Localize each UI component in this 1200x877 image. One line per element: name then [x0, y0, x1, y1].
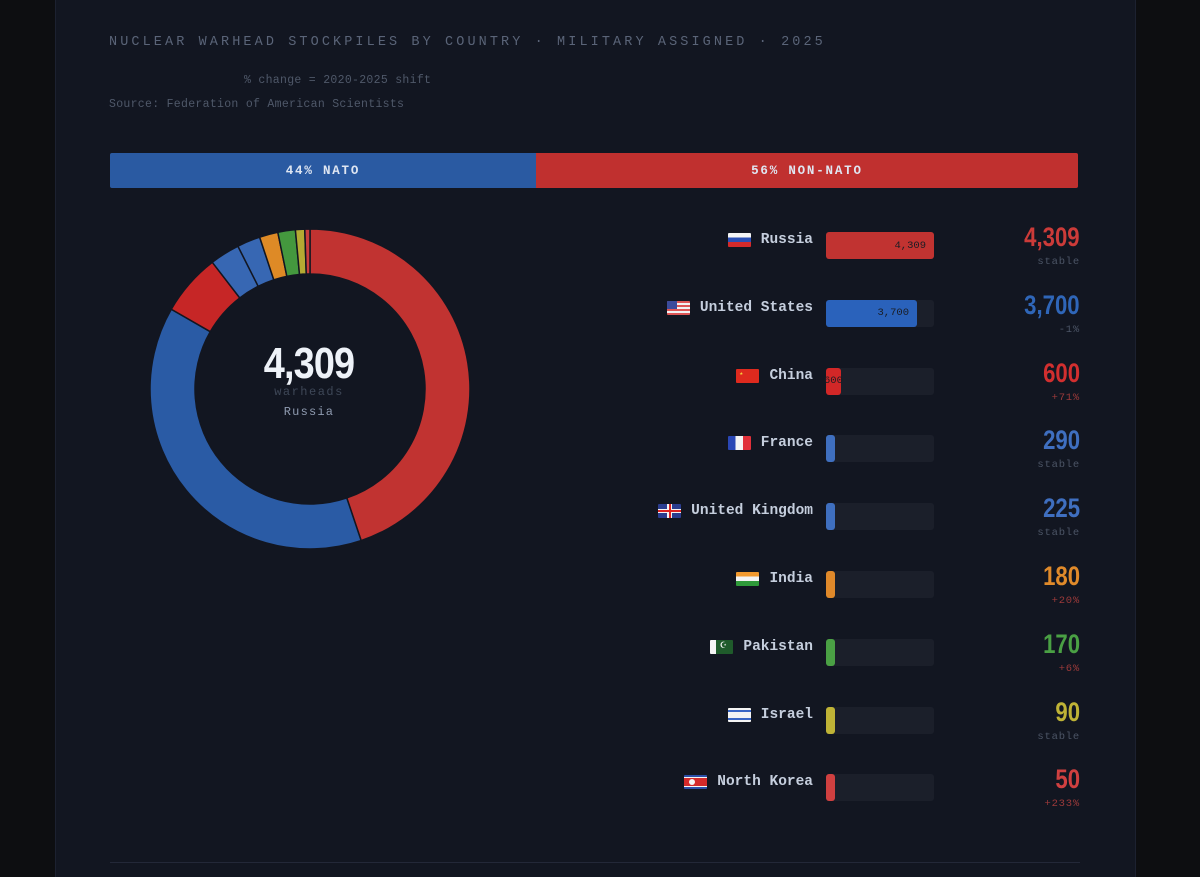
country-label: North Korea	[684, 774, 813, 790]
israel-flag-icon	[727, 707, 751, 722]
bar-track: 4,309	[826, 232, 934, 259]
bar-track: 600	[824, 367, 934, 395]
donut-country: Russia	[283, 405, 335, 419]
bar-fill[interactable]	[826, 774, 835, 802]
country-label: United Kingdom	[658, 503, 813, 519]
chart-title: NUCLEAR WARHEAD STOCKPILES BY COUNTRY · …	[109, 35, 826, 50]
country-row-china[interactable]: ★ China 600 600 +71%	[620, 358, 1080, 426]
country-label: ★ China	[736, 368, 813, 384]
bar-fill[interactable]: 600	[824, 367, 843, 395]
country-row-united-kingdom[interactable]: United Kingdom 225 stable	[620, 493, 1080, 561]
bar-label: 600	[824, 375, 843, 388]
change-label: -1%	[1058, 323, 1080, 336]
warhead-count: 180	[1043, 560, 1080, 591]
bar-track	[826, 570, 934, 598]
warhead-count: 225	[1043, 493, 1080, 524]
country-row-israel[interactable]: Israel 90 stable	[620, 697, 1080, 765]
donut-slice-united-states[interactable]	[149, 308, 363, 549]
country-row-united-states[interactable]: United States 3,700 3,700 -1%	[620, 290, 1080, 358]
country-label: India	[736, 571, 813, 587]
nato-split-bar: 44% NATO 56% NON-NATO	[110, 153, 1078, 188]
country-label: France	[727, 435, 813, 452]
country-name: Pakistan	[743, 638, 813, 655]
country-row-russia[interactable]: Russia 4,309 4,309 stable	[620, 222, 1080, 290]
country-name: China	[769, 367, 813, 384]
bar-fill[interactable]: 4,309	[826, 232, 934, 259]
country-bar-list: Russia 4,309 4,309 stable United States …	[620, 222, 1080, 832]
country-row-pakistan[interactable]: ☪ Pakistan 170 +6%	[620, 629, 1080, 697]
bar-fill[interactable]	[826, 435, 835, 463]
country-row-france[interactable]: France 290 stable	[620, 425, 1080, 493]
change-label: stable	[1037, 527, 1080, 540]
warhead-count: 90	[1055, 696, 1080, 727]
bar-label: 4,309	[894, 239, 926, 252]
change-label: +20%	[1051, 594, 1080, 607]
uk-flag-icon	[658, 504, 682, 519]
change-note: % change = 2020-2025 shift	[244, 74, 432, 87]
country-name: North Korea	[717, 774, 813, 791]
change-label: stable	[1037, 256, 1080, 268]
france-flag-icon	[727, 436, 751, 451]
donut-slice-russia[interactable]	[309, 229, 471, 542]
donut-slice-north-korea[interactable]	[304, 229, 311, 275]
donut-svg	[149, 229, 471, 549]
china-flag-icon: ★	[736, 368, 760, 383]
warhead-count: 170	[1043, 628, 1080, 659]
north-korea-flag-icon	[684, 775, 708, 790]
bar-track	[826, 435, 934, 463]
warhead-count: 50	[1055, 764, 1080, 795]
india-flag-icon	[736, 571, 760, 586]
country-label: United States	[666, 299, 813, 316]
nato-segment[interactable]: 44% NATO	[110, 153, 536, 188]
bar-track	[826, 774, 934, 802]
warhead-count: 290	[1043, 425, 1080, 456]
change-label: stable	[1037, 459, 1080, 472]
source-note: Source: Federation of American Scientist…	[109, 98, 405, 111]
nato-label: 44% NATO	[285, 163, 361, 178]
non-nato-label: 56% NON-NATO	[751, 163, 863, 178]
country-name: France	[760, 435, 813, 452]
change-label: +6%	[1058, 662, 1080, 675]
change-label: stable	[1037, 730, 1080, 743]
bar-fill[interactable]: 3,700	[826, 299, 917, 327]
russia-flag-icon	[727, 233, 751, 247]
country-name: Israel	[760, 706, 813, 723]
warhead-count: 4,309	[1024, 222, 1080, 252]
country-label: Russia	[727, 232, 813, 248]
bar-label: 3,700	[877, 307, 909, 320]
country-name: India	[769, 570, 813, 587]
non-nato-segment[interactable]: 56% NON-NATO	[535, 153, 1078, 188]
country-name: United Kingdom	[691, 503, 813, 520]
bar-fill[interactable]	[826, 570, 835, 598]
country-name: United States	[699, 299, 813, 316]
bar-track	[826, 706, 934, 734]
bottom-divider	[110, 862, 1080, 863]
change-label: +233%	[1044, 798, 1080, 811]
donut-center: 4,309 warheads Russia	[129, 339, 489, 419]
bar-fill[interactable]	[826, 503, 835, 531]
usa-flag-icon	[666, 300, 690, 315]
country-row-north-korea[interactable]: North Korea 50 +233%	[620, 764, 1080, 832]
warhead-count: 600	[1043, 357, 1080, 388]
warhead-count: 3,700	[1024, 289, 1080, 320]
country-label: Israel	[727, 706, 813, 723]
chart-panel	[55, 0, 1136, 877]
change-label: +71%	[1051, 391, 1080, 404]
country-name: Russia	[760, 232, 813, 248]
bar-fill[interactable]	[826, 638, 835, 666]
bar-track	[826, 503, 934, 531]
donut-unit: warheads	[274, 385, 344, 399]
donut-value: 4,309	[263, 339, 355, 388]
bar-fill[interactable]	[826, 706, 835, 734]
country-label: ☪ Pakistan	[710, 639, 813, 655]
bar-track	[826, 638, 934, 666]
pakistan-flag-icon: ☪	[710, 639, 734, 654]
donut-chart: 4,309 warheads Russia	[129, 229, 491, 549]
country-row-india[interactable]: India 180 +20%	[620, 561, 1080, 629]
bar-track: 3,700	[826, 299, 934, 327]
